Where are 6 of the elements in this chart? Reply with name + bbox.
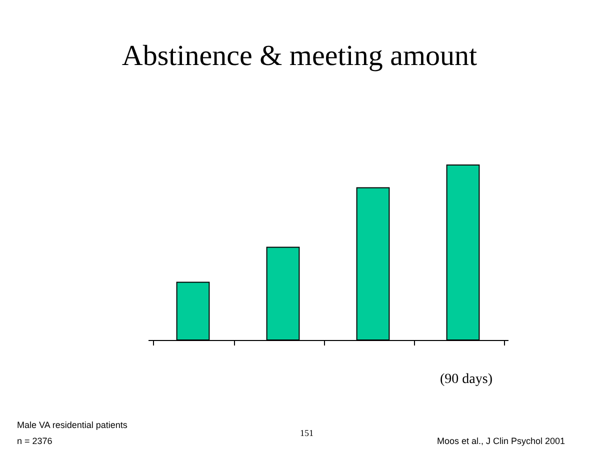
chart-title: Abstinence & meeting amount	[120, 40, 478, 73]
text: Male VA residential patients	[17, 420, 128, 430]
text: 151	[300, 428, 314, 438]
text: n = 2376	[17, 436, 52, 446]
text: Moos et al., J Clin Psychol 2001	[437, 436, 566, 446]
text: (90 days)	[440, 372, 492, 388]
